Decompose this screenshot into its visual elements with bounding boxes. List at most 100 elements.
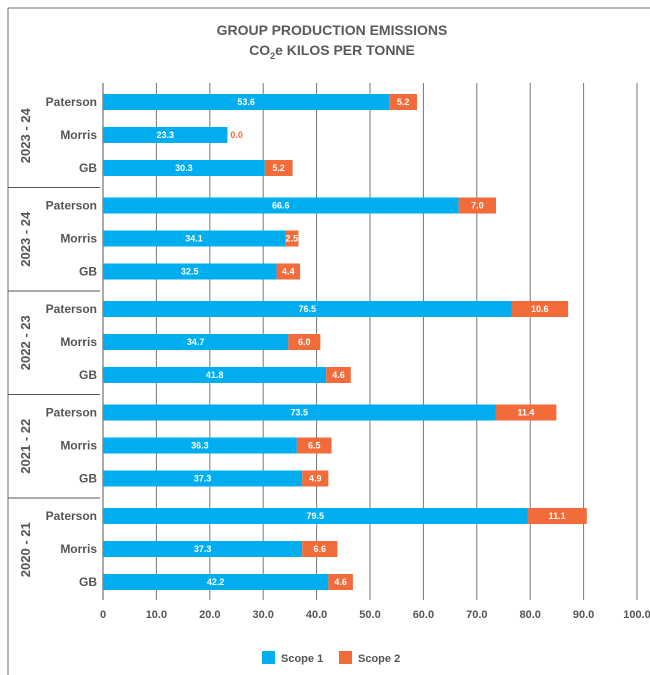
data-label-scope1: 32.5 bbox=[181, 267, 199, 277]
category-label: GB bbox=[79, 265, 97, 279]
category-label: Morris bbox=[60, 439, 97, 453]
bar-groups: 2023 - 24 Paterson 53.6 5.2 Morris 23.3 0.0 GB 3… bbox=[8, 94, 587, 590]
category-label: Paterson bbox=[46, 406, 97, 420]
year-label: 2023 - 24 bbox=[18, 108, 33, 164]
category-label: Morris bbox=[60, 232, 97, 246]
category-label: Paterson bbox=[46, 95, 97, 109]
category-label: GB bbox=[79, 161, 97, 175]
bar-scope1 bbox=[103, 160, 265, 176]
data-label-scope1: 37.3 bbox=[194, 544, 212, 554]
category-label: Paterson bbox=[46, 509, 97, 523]
legend-label: Scope 2 bbox=[358, 653, 400, 665]
data-label-scope1: 30.3 bbox=[175, 163, 193, 173]
category-label: Morris bbox=[60, 335, 97, 349]
x-tick-label: 0 bbox=[100, 609, 106, 621]
bar-scope2 bbox=[302, 470, 329, 487]
x-tick-label: 100.0 bbox=[623, 609, 650, 621]
year-group: 2022 - 23 Paterson 76.5 10.6 Morris 34.7 6.0 GB… bbox=[8, 290, 569, 383]
data-label-scope2: 10.6 bbox=[531, 304, 549, 314]
data-label-scope2: 6.5 bbox=[308, 441, 321, 451]
year-group: 2023 - 24 Paterson 66.6 7.0 Morris 34.1 2.5 GB 3… bbox=[8, 187, 497, 280]
category-label: GB bbox=[79, 472, 97, 486]
data-label-scope1: 53.6 bbox=[237, 97, 255, 107]
x-tick-label: 20.0 bbox=[199, 609, 220, 621]
year-group: 2023 - 24 Paterson 53.6 5.2 Morris 23.3 0.0 GB 3… bbox=[18, 94, 417, 176]
x-tick-label: 50.0 bbox=[359, 609, 380, 621]
bar-scope2 bbox=[389, 94, 417, 110]
bar-scope2 bbox=[296, 437, 332, 454]
year-label: 2023 - 24 bbox=[18, 211, 33, 267]
data-label-scope2: 6.0 bbox=[298, 337, 311, 347]
category-label: Paterson bbox=[46, 302, 97, 316]
bar-scope1 bbox=[103, 334, 289, 350]
data-label-scope1: 41.8 bbox=[206, 370, 224, 380]
x-tick-label: 10.0 bbox=[146, 609, 167, 621]
bar-scope1 bbox=[103, 367, 327, 383]
bar-scope1 bbox=[103, 127, 228, 143]
bar-scope1 bbox=[103, 404, 496, 421]
x-tick-label: 40.0 bbox=[306, 609, 327, 621]
bar-scope1 bbox=[103, 574, 329, 590]
bar-scope1 bbox=[103, 508, 528, 524]
data-label-scope1: 73.5 bbox=[290, 408, 308, 418]
data-label-scope2: 4.6 bbox=[334, 577, 347, 587]
bar-scope2 bbox=[264, 160, 293, 176]
bar-scope1 bbox=[103, 470, 303, 487]
year-label: 2021 - 22 bbox=[18, 419, 33, 474]
chart-subtitle: CO2e KILOS PER TONNE bbox=[249, 42, 415, 61]
chart-frame bbox=[7, 7, 650, 675]
bar-scope1 bbox=[103, 301, 512, 317]
bar-scope1 bbox=[103, 94, 390, 110]
bar-scope2 bbox=[511, 301, 569, 317]
bar-scope2 bbox=[495, 404, 557, 421]
bar-scope1 bbox=[103, 437, 297, 454]
bar-scope2 bbox=[527, 508, 587, 524]
legend-item-scope2: Scope 2 bbox=[339, 651, 400, 665]
category-label: Morris bbox=[60, 542, 97, 556]
data-label-scope2: 6.6 bbox=[314, 544, 327, 554]
data-label-scope1: 66.6 bbox=[272, 201, 290, 211]
bar-scope2 bbox=[326, 367, 351, 383]
bar-scope1 bbox=[103, 541, 303, 557]
year-label: 2022 - 23 bbox=[18, 315, 33, 370]
year-group: 2021 - 22 Paterson 73.5 11.4 Morris 36.3 6.5 GB… bbox=[8, 394, 557, 487]
year-label: 2020 - 21 bbox=[18, 522, 33, 577]
x-tick-label: 30.0 bbox=[252, 609, 273, 621]
bar-scope2 bbox=[276, 263, 301, 280]
legend-item-scope1: Scope 1 bbox=[262, 651, 323, 665]
data-label-scope1: 76.5 bbox=[298, 304, 316, 314]
x-tick-label: 90.0 bbox=[573, 609, 594, 621]
data-label-scope2: 11.4 bbox=[517, 408, 534, 418]
legend-swatch bbox=[262, 651, 275, 664]
data-label-scope1: 42.2 bbox=[207, 577, 225, 587]
data-label-scope1: 79.5 bbox=[306, 511, 324, 521]
data-label-scope1: 34.1 bbox=[185, 234, 203, 244]
year-group: 2020 - 21 Paterson 79.5 11.1 Morris 37.3 6.6 GB… bbox=[8, 497, 587, 590]
data-label-scope1: 36.3 bbox=[191, 441, 209, 451]
x-tick-label: 60.0 bbox=[413, 609, 434, 621]
legend: Scope 1 Scope 2 bbox=[262, 651, 400, 665]
bar-scope2 bbox=[288, 334, 321, 350]
data-label-scope2: 4.4 bbox=[282, 267, 295, 277]
legend-swatch bbox=[339, 651, 352, 664]
bar-scope2 bbox=[328, 574, 353, 590]
x-axis-ticks: 0 10.0 20.0 30.0 40.0 50.0 60.0 70.0 80.0 90.0 100… bbox=[100, 609, 650, 621]
chart-title: GROUP PRODUCTION EMISSIONS bbox=[217, 22, 448, 38]
data-label-scope1: 34.7 bbox=[187, 337, 205, 347]
category-label: Paterson bbox=[46, 199, 97, 213]
category-label: GB bbox=[79, 368, 97, 382]
category-label: Morris bbox=[60, 128, 97, 142]
data-label-scope2: 4.6 bbox=[332, 370, 345, 380]
data-label-scope2: 2.5 bbox=[286, 234, 299, 244]
bar-scope2 bbox=[458, 197, 497, 214]
bar-scope1 bbox=[103, 263, 277, 280]
x-tick-label: 70.0 bbox=[466, 609, 487, 621]
data-label-scope1: 23.3 bbox=[156, 130, 174, 140]
data-label-scope2: 5.2 bbox=[397, 97, 410, 107]
bar-scope2 bbox=[302, 541, 338, 557]
data-label-scope2: 0.0 bbox=[230, 130, 243, 140]
data-label-scope2: 5.2 bbox=[272, 163, 285, 173]
data-label-scope2: 11.1 bbox=[549, 511, 566, 521]
bar-scope1 bbox=[103, 197, 459, 214]
